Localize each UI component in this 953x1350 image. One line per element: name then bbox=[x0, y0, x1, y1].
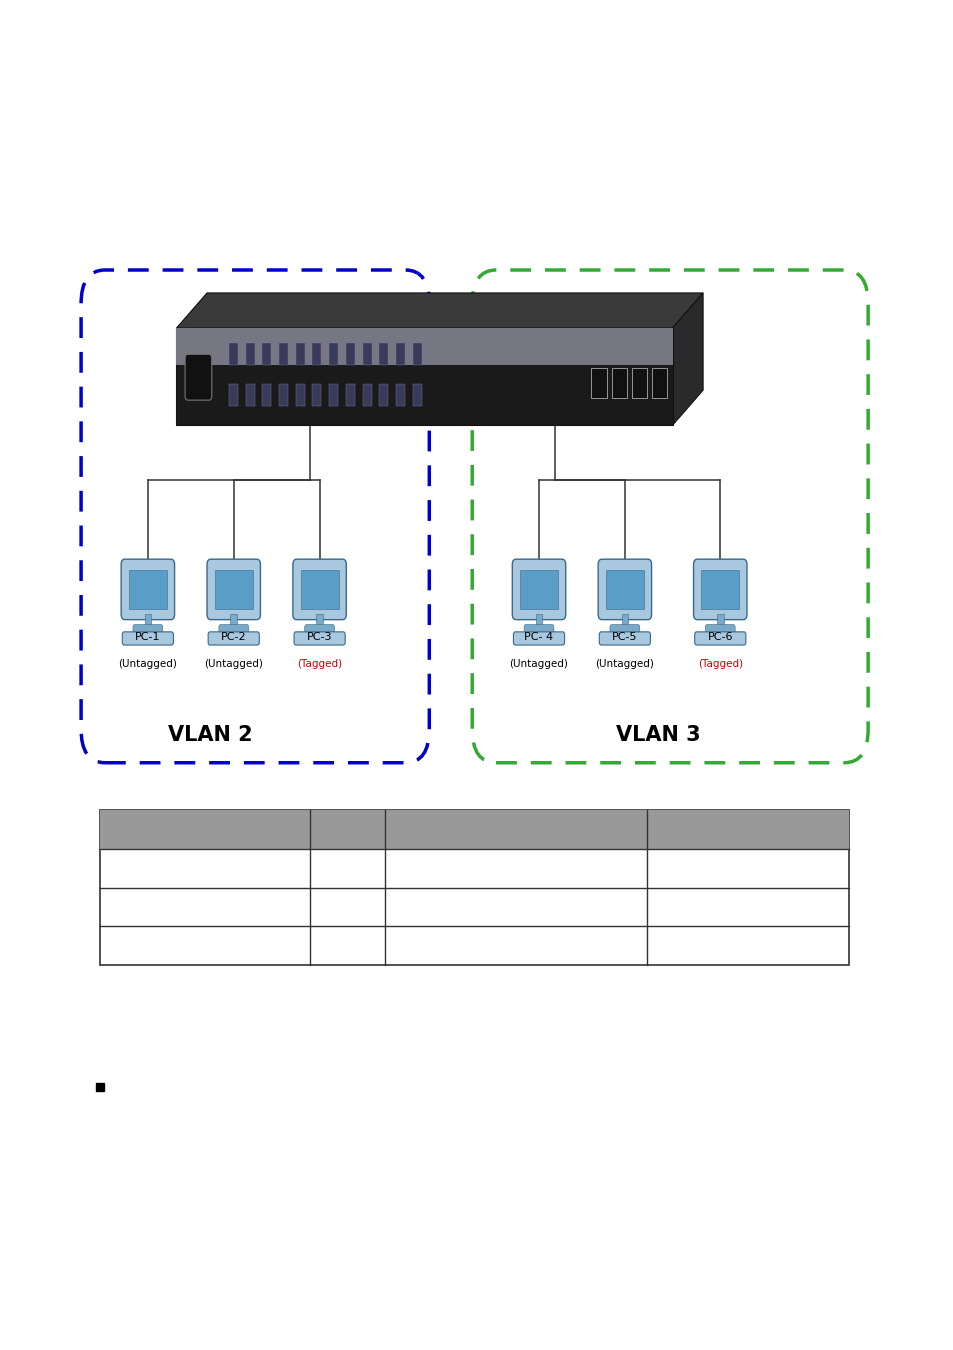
FancyBboxPatch shape bbox=[704, 625, 735, 636]
Text: VLAN 3: VLAN 3 bbox=[616, 725, 700, 745]
FancyBboxPatch shape bbox=[694, 632, 745, 645]
FancyBboxPatch shape bbox=[345, 343, 355, 364]
FancyBboxPatch shape bbox=[218, 625, 249, 636]
FancyBboxPatch shape bbox=[523, 625, 554, 636]
FancyBboxPatch shape bbox=[300, 570, 338, 609]
FancyBboxPatch shape bbox=[651, 369, 666, 398]
FancyBboxPatch shape bbox=[278, 385, 288, 406]
FancyBboxPatch shape bbox=[230, 614, 237, 628]
Polygon shape bbox=[176, 293, 702, 328]
FancyBboxPatch shape bbox=[412, 343, 421, 364]
FancyBboxPatch shape bbox=[176, 328, 672, 425]
FancyBboxPatch shape bbox=[591, 369, 606, 398]
FancyBboxPatch shape bbox=[207, 559, 260, 620]
Text: PC-6: PC-6 bbox=[707, 632, 732, 641]
FancyBboxPatch shape bbox=[295, 385, 305, 406]
FancyBboxPatch shape bbox=[293, 559, 346, 620]
FancyBboxPatch shape bbox=[700, 570, 739, 609]
FancyBboxPatch shape bbox=[246, 385, 254, 406]
FancyBboxPatch shape bbox=[121, 559, 174, 620]
FancyBboxPatch shape bbox=[208, 632, 259, 645]
Text: PC- 4: PC- 4 bbox=[524, 632, 553, 641]
FancyBboxPatch shape bbox=[304, 625, 335, 636]
Text: (Tagged): (Tagged) bbox=[697, 659, 742, 668]
FancyBboxPatch shape bbox=[620, 614, 628, 628]
Text: VLAN 2: VLAN 2 bbox=[168, 725, 252, 745]
Text: (Untagged): (Untagged) bbox=[509, 659, 568, 668]
FancyBboxPatch shape bbox=[262, 343, 272, 364]
FancyBboxPatch shape bbox=[631, 369, 646, 398]
FancyBboxPatch shape bbox=[412, 385, 421, 406]
Text: PC-5: PC-5 bbox=[612, 632, 637, 641]
Text: (Untagged): (Untagged) bbox=[595, 659, 654, 668]
FancyBboxPatch shape bbox=[278, 343, 288, 364]
FancyBboxPatch shape bbox=[262, 385, 272, 406]
FancyBboxPatch shape bbox=[598, 559, 651, 620]
FancyBboxPatch shape bbox=[611, 369, 626, 398]
FancyBboxPatch shape bbox=[362, 343, 372, 364]
FancyBboxPatch shape bbox=[598, 632, 650, 645]
FancyBboxPatch shape bbox=[294, 632, 345, 645]
FancyBboxPatch shape bbox=[100, 810, 848, 965]
Text: (Untagged): (Untagged) bbox=[118, 659, 177, 668]
FancyBboxPatch shape bbox=[100, 810, 848, 849]
FancyBboxPatch shape bbox=[214, 570, 253, 609]
FancyBboxPatch shape bbox=[605, 570, 643, 609]
FancyBboxPatch shape bbox=[229, 343, 237, 364]
FancyBboxPatch shape bbox=[313, 385, 321, 406]
FancyBboxPatch shape bbox=[329, 385, 337, 406]
FancyBboxPatch shape bbox=[345, 385, 355, 406]
FancyBboxPatch shape bbox=[129, 570, 167, 609]
Text: (Tagged): (Tagged) bbox=[296, 659, 342, 668]
FancyBboxPatch shape bbox=[176, 328, 672, 365]
FancyBboxPatch shape bbox=[395, 343, 405, 364]
FancyBboxPatch shape bbox=[362, 385, 372, 406]
FancyBboxPatch shape bbox=[315, 614, 323, 628]
FancyBboxPatch shape bbox=[395, 385, 405, 406]
FancyBboxPatch shape bbox=[132, 625, 163, 636]
FancyBboxPatch shape bbox=[185, 354, 212, 400]
Text: (Untagged): (Untagged) bbox=[204, 659, 263, 668]
FancyBboxPatch shape bbox=[313, 343, 321, 364]
FancyBboxPatch shape bbox=[229, 385, 237, 406]
FancyBboxPatch shape bbox=[519, 570, 558, 609]
Text: PC-2: PC-2 bbox=[221, 632, 246, 641]
FancyBboxPatch shape bbox=[329, 343, 337, 364]
Text: PC-1: PC-1 bbox=[135, 632, 160, 641]
Text: PC-3: PC-3 bbox=[307, 632, 332, 641]
FancyBboxPatch shape bbox=[716, 614, 723, 628]
FancyBboxPatch shape bbox=[535, 614, 542, 628]
FancyBboxPatch shape bbox=[122, 632, 173, 645]
FancyBboxPatch shape bbox=[379, 385, 388, 406]
FancyBboxPatch shape bbox=[144, 614, 152, 628]
FancyBboxPatch shape bbox=[513, 632, 564, 645]
FancyBboxPatch shape bbox=[609, 625, 639, 636]
FancyBboxPatch shape bbox=[512, 559, 565, 620]
FancyBboxPatch shape bbox=[379, 343, 388, 364]
FancyBboxPatch shape bbox=[295, 343, 305, 364]
FancyBboxPatch shape bbox=[693, 559, 746, 620]
Polygon shape bbox=[672, 293, 702, 425]
FancyBboxPatch shape bbox=[246, 343, 254, 364]
